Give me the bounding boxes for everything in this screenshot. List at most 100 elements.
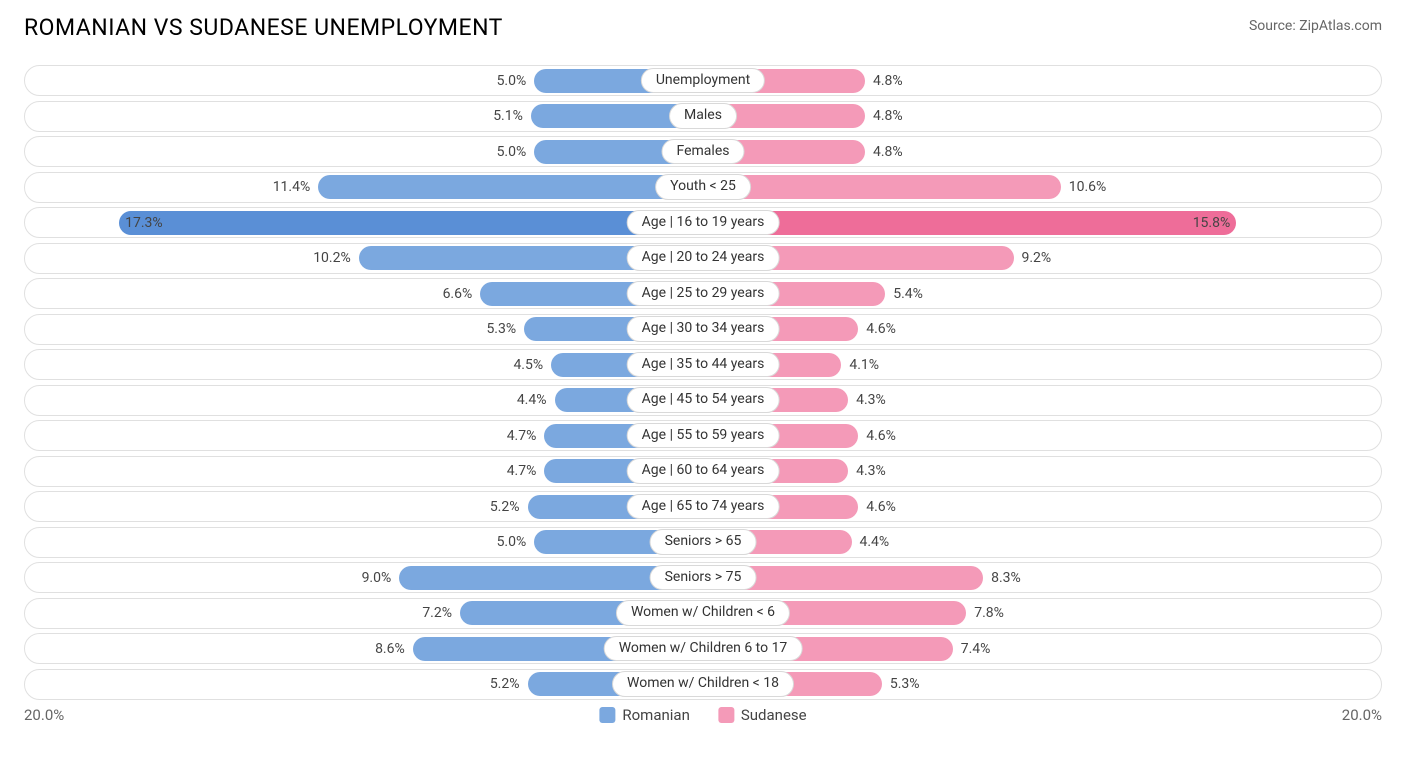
category-pill: Women w/ Children < 6 [616, 600, 790, 626]
chart-row: 5.3% 4.6% Age | 30 to 34 years [24, 314, 1382, 345]
bar-track-left: 5.0% [28, 69, 703, 93]
bar-track-left: 5.2% [28, 672, 703, 696]
category-pill: Females [662, 139, 745, 165]
bar-track-right: 9.2% [703, 246, 1378, 270]
bar-track-left: 9.0% [28, 566, 703, 590]
source-prefix: Source: [1249, 18, 1299, 34]
bar-track-right: 4.3% [703, 388, 1378, 412]
value-left: 7.2% [422, 605, 452, 621]
value-left: 5.3% [486, 321, 516, 337]
legend-item-left: Romanian [599, 706, 690, 724]
value-right: 4.4% [860, 534, 890, 550]
bar-track-right: 4.6% [703, 495, 1378, 519]
value-right: 4.8% [873, 108, 903, 124]
value-right: 4.6% [866, 321, 896, 337]
bar-left: 11.4% [318, 175, 703, 199]
chart-row: 4.4% 4.3% Age | 45 to 54 years [24, 385, 1382, 416]
category-pill: Age | 30 to 34 years [627, 316, 780, 342]
bar-track-right: 4.4% [703, 530, 1378, 554]
bar-track-right: 5.4% [703, 282, 1378, 306]
bar-track-right: 4.6% [703, 317, 1378, 341]
chart-row: 5.0% 4.4% Seniors > 65 [24, 527, 1382, 558]
category-pill: Seniors > 75 [650, 565, 757, 591]
value-right: 4.6% [866, 499, 896, 515]
value-left: 17.3% [125, 215, 163, 231]
category-pill: Seniors > 65 [650, 529, 757, 555]
category-pill: Age | 20 to 24 years [627, 245, 780, 271]
bar-track-left: 5.2% [28, 495, 703, 519]
category-pill: Age | 45 to 54 years [627, 387, 780, 413]
value-left: 5.1% [493, 108, 523, 124]
bar-right: 10.6% [703, 175, 1061, 199]
bar-track-left: 6.6% [28, 282, 703, 306]
value-right: 4.8% [873, 144, 903, 160]
value-left: 6.6% [443, 286, 473, 302]
value-right: 5.4% [893, 286, 923, 302]
category-pill: Age | 65 to 74 years [627, 494, 780, 520]
value-right: 4.3% [856, 392, 886, 408]
legend-label-left: Romanian [622, 706, 690, 724]
bar-track-left: 5.0% [28, 530, 703, 554]
chart-row: 4.7%4.6%Age | 55 to 59 years [24, 420, 1382, 451]
category-pill: Unemployment [641, 68, 765, 94]
value-left: 5.2% [490, 499, 520, 515]
value-right: 7.8% [974, 605, 1004, 621]
legend-swatch-left [599, 707, 615, 723]
chart-row: 5.2%5.3%Women w/ Children < 18 [24, 669, 1382, 700]
value-right: 10.6% [1069, 179, 1107, 195]
bar-right: 15.8% [703, 211, 1236, 235]
chart-row: 5.2% 4.6% Age | 65 to 74 years [24, 491, 1382, 522]
value-left: 10.2% [313, 250, 351, 266]
chart-title: ROMANIAN VS SUDANESE UNEMPLOYMENT [24, 14, 503, 41]
bar-track-right: 4.8% [703, 69, 1378, 93]
value-left: 4.5% [513, 357, 543, 373]
page: ROMANIAN VS SUDANESE UNEMPLOYMENT Source… [0, 0, 1406, 757]
value-right: 4.8% [873, 73, 903, 89]
bar-track-right: 4.8% [703, 104, 1378, 128]
bar-track-right: 8.3% [703, 566, 1378, 590]
chart-row: 8.6%7.4%Women w/ Children 6 to 17 [24, 633, 1382, 664]
bar-track-left: 5.3% [28, 317, 703, 341]
legend-swatch-right [718, 707, 734, 723]
bar-track-left: 5.1% [28, 104, 703, 128]
chart-row: 17.3% 15.8% Age | 16 to 19 years [24, 207, 1382, 238]
value-right: 15.8% [1193, 215, 1231, 231]
value-right: 7.4% [961, 641, 991, 657]
value-right: 4.1% [849, 357, 879, 373]
bar-left: 17.3% [119, 211, 703, 235]
value-left: 8.6% [375, 641, 405, 657]
bar-track-left: 4.7% [28, 424, 703, 448]
bar-track-left: 4.4% [28, 388, 703, 412]
chart-row: 9.0% 8.3% Seniors > 75 [24, 562, 1382, 593]
bar-track-right: 15.8% [703, 211, 1378, 235]
source-credit: Source: ZipAtlas.com [1249, 18, 1382, 34]
axis-max-left: 20.0% [24, 706, 64, 724]
bar-track-left: 8.6% [28, 637, 703, 661]
chart-row: 5.0% 4.8% Females [24, 136, 1382, 167]
chart-footer: 20.0% Romanian Sudanese 20.0% [24, 704, 1382, 726]
value-left: 4.7% [507, 463, 537, 479]
legend: Romanian Sudanese [599, 706, 806, 724]
header: ROMANIAN VS SUDANESE UNEMPLOYMENT Source… [24, 14, 1382, 41]
bar-track-left: 17.3% [28, 211, 703, 235]
bar-track-right: 7.8% [703, 601, 1378, 625]
chart-row: 6.6% 5.4% Age | 25 to 29 years [24, 278, 1382, 309]
legend-label-right: Sudanese [741, 706, 807, 724]
category-pill: Age | 16 to 19 years [627, 210, 780, 236]
chart-row: 5.0% 4.8% Unemployment [24, 65, 1382, 96]
bar-track-right: 5.3% [703, 672, 1378, 696]
chart-row: 5.1%4.8%Males [24, 101, 1382, 132]
chart-row: 4.7%4.3%Age | 60 to 64 years [24, 456, 1382, 487]
value-right: 8.3% [991, 570, 1021, 586]
value-right: 5.3% [890, 676, 920, 692]
value-right: 4.6% [866, 428, 896, 444]
bar-track-left: 4.7% [28, 459, 703, 483]
value-left: 5.0% [497, 73, 527, 89]
bar-track-left: 5.0% [28, 140, 703, 164]
bar-track-right: 7.4% [703, 637, 1378, 661]
category-pill: Age | 25 to 29 years [627, 281, 780, 307]
bar-track-right: 4.3% [703, 459, 1378, 483]
value-left: 4.7% [507, 428, 537, 444]
source-link[interactable]: ZipAtlas.com [1299, 18, 1382, 34]
bar-track-right: 4.1% [703, 353, 1378, 377]
